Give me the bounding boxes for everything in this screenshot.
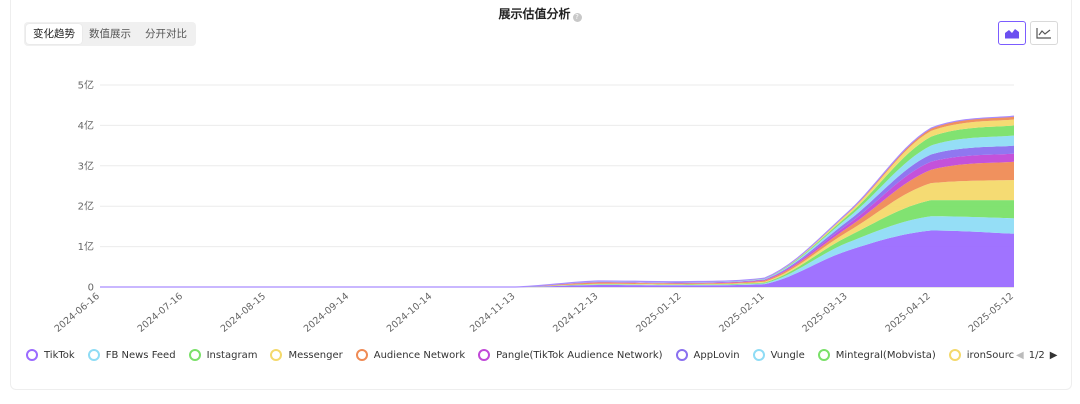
area-series-6[interactable] — [100, 145, 1014, 287]
x-tick-label: 2025-03-13 — [800, 291, 849, 335]
x-tick-label: 2024-09-14 — [302, 291, 351, 335]
area-chart-button[interactable] — [998, 21, 1026, 45]
legend-item[interactable]: Messenger — [270, 349, 343, 361]
y-tick-label: 0 — [88, 283, 94, 294]
chart-title-text: 展示估值分析 — [498, 7, 571, 21]
area-series-1[interactable] — [100, 216, 1014, 287]
legend-page-indicator: 1/2 — [1028, 349, 1045, 361]
tab-values[interactable]: 数值展示 — [89, 28, 131, 40]
legend-item[interactable]: TikTok — [26, 349, 75, 361]
area-chart-icon — [1005, 29, 1019, 39]
x-tick-label: 2025-01-12 — [634, 291, 683, 335]
x-tick-label: 2024-08-15 — [219, 291, 268, 335]
legend-item[interactable]: Pangle(TikTok Audience Network) — [478, 349, 663, 361]
legend-label: Messenger — [288, 349, 343, 361]
x-tick-label: 2025-05-12 — [967, 291, 1016, 335]
area-series-3[interactable] — [100, 179, 1014, 287]
x-tick-label: 2024-12-13 — [551, 291, 600, 335]
legend-label: AppLovin — [693, 349, 740, 361]
line-chart-icon — [1036, 28, 1051, 39]
legend-swatch-icon — [752, 349, 765, 361]
area-series-4[interactable] — [100, 161, 1014, 287]
legend-swatch-icon — [270, 349, 283, 361]
legend-swatch-icon — [675, 349, 688, 361]
legend-swatch-icon — [478, 349, 491, 361]
y-tick-label: 5亿 — [78, 79, 94, 92]
legend-item[interactable]: Instagram — [188, 349, 258, 361]
legend-swatch-icon — [188, 349, 201, 361]
area-series-5[interactable] — [100, 153, 1014, 287]
legend-item[interactable]: FB News Feed — [87, 349, 176, 361]
legend-swatch-icon — [948, 349, 961, 361]
x-tick-label: 2025-02-11 — [717, 291, 766, 335]
legend-label: Pangle(TikTok Audience Network) — [496, 349, 663, 361]
chart-legend: TikTok FB News Feed Instagram Messenger Audi… — [26, 346, 1036, 364]
line-chart-button[interactable] — [1030, 21, 1058, 45]
legend-label: TikTok — [44, 349, 75, 361]
legend-swatch-icon — [817, 349, 830, 361]
x-tick-label: 2024-10-14 — [385, 291, 434, 335]
chart-card — [10, 0, 1072, 390]
view-tabs: 变化趋势 数值展示 分开对比 — [24, 22, 196, 46]
triangle-right-icon[interactable]: ▶ — [1049, 349, 1058, 361]
y-tick-label: 1亿 — [78, 240, 94, 253]
x-tick-label: 2024-11-13 — [468, 291, 517, 335]
x-tick-label: 2025-04-12 — [883, 291, 932, 335]
y-tick-label: 2亿 — [78, 200, 94, 213]
legend-item[interactable]: ironSource — [948, 349, 1021, 361]
legend-item[interactable]: Vungle — [752, 349, 805, 361]
legend-label: ironSource — [966, 349, 1021, 361]
legend-item[interactable]: Mintegral(Mobvista) — [817, 349, 936, 361]
total-outline — [100, 115, 1015, 288]
legend-swatch-icon — [87, 349, 100, 361]
legend-swatch-icon — [26, 349, 38, 361]
question-circle-icon[interactable]: ? — [572, 13, 582, 22]
area-series-2[interactable] — [100, 200, 1014, 287]
tab-compare[interactable]: 分开对比 — [145, 28, 187, 40]
triangle-left-icon[interactable]: ◀ — [1016, 349, 1024, 361]
area-series-7[interactable] — [100, 135, 1014, 288]
y-tick-label: 4亿 — [78, 119, 94, 132]
legend-swatch-icon — [355, 349, 368, 361]
legend-item[interactable]: AppLovin — [675, 349, 740, 361]
legend-pager: ◀ 1/2 ▶ — [1014, 346, 1058, 364]
tab-trend[interactable]: 变化趋势 — [26, 24, 82, 44]
legend-label: Vungle — [770, 349, 805, 361]
legend-label: Mintegral(Mobvista) — [835, 349, 936, 361]
chart-title: 展示估值分析? — [0, 5, 1080, 22]
area-series-0[interactable] — [100, 230, 1014, 287]
x-tick-label: 2024-06-16 — [53, 291, 102, 335]
x-tick-label: 2024-07-16 — [136, 291, 185, 335]
legend-label: Audience Network — [373, 349, 466, 361]
y-tick-label: 3亿 — [78, 159, 94, 172]
legend-label: FB News Feed — [105, 349, 176, 361]
legend-item[interactable]: Audience Network — [355, 349, 466, 361]
legend-label: Instagram — [206, 349, 258, 361]
stacked-area-chart: 0 1亿 2亿 3亿 4亿 5亿 2024-06-16 2024-07-16 2024-08-1… — [53, 79, 1016, 335]
